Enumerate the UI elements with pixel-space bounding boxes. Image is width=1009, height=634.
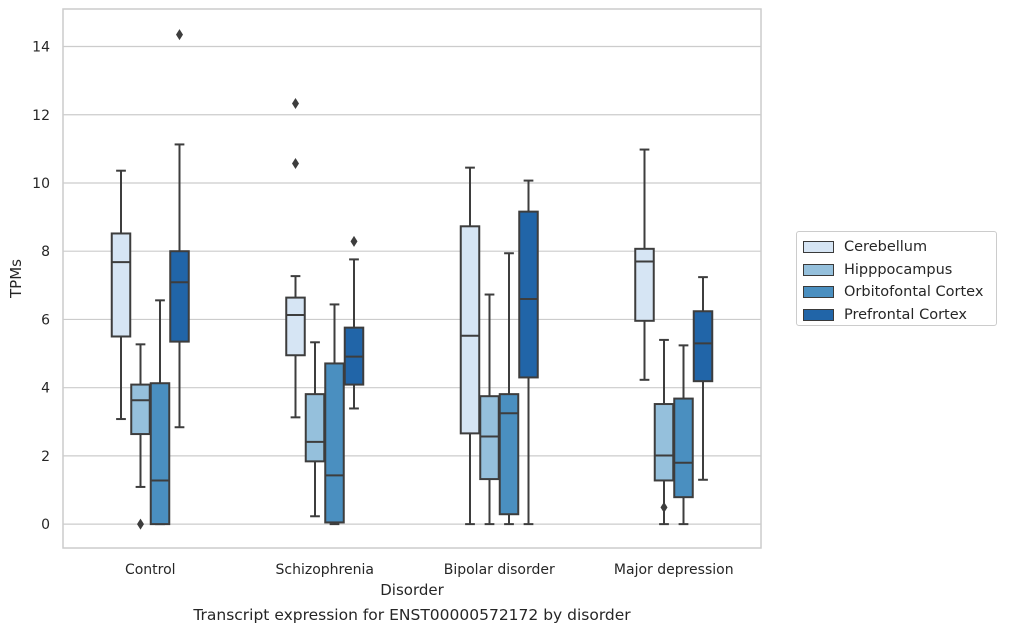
- box-body: [285, 296, 306, 357]
- legend-item: Cerebellum: [803, 236, 996, 259]
- box-cerebellum: [459, 166, 481, 526]
- x-tick-label: Schizophrenia: [276, 562, 374, 578]
- outlier-point: [350, 235, 358, 247]
- y-tick-label: 8: [41, 244, 50, 260]
- box-body: [149, 382, 171, 526]
- box-body: [479, 395, 500, 481]
- x-tick-label: Major depression: [614, 562, 734, 578]
- box-prefrontal-cortex: [343, 235, 365, 410]
- box-body: [498, 393, 520, 516]
- outlier-point: [137, 518, 144, 530]
- legend-item: Orbitofontal Cortex: [803, 281, 996, 304]
- legend-swatch: [803, 286, 834, 299]
- y-tick-label: 6: [41, 312, 50, 328]
- box-cerebellum: [110, 169, 132, 421]
- box-body: [459, 225, 481, 435]
- box-orbitofontal-cortex: [498, 252, 520, 526]
- legend-label: Orbitofontal Cortex: [844, 284, 984, 301]
- box-hipppocampus: [130, 343, 151, 530]
- y-tick-label: 12: [32, 108, 50, 124]
- legend-item: Prefrontal Cortex: [803, 304, 996, 327]
- box-hipppocampus: [304, 341, 326, 518]
- box-body: [110, 232, 132, 338]
- x-tick-label: Control: [125, 562, 176, 578]
- y-tick-label: 0: [41, 517, 50, 533]
- legend-swatch: [803, 241, 834, 254]
- legend-swatch: [803, 263, 834, 276]
- box-hipppocampus: [479, 293, 500, 526]
- box-body: [324, 362, 345, 524]
- legend-label: Prefrontal Cortex: [844, 306, 967, 323]
- legend-label: Hipppocampus: [844, 261, 953, 278]
- x-tick-label: Bipolar disorder: [444, 562, 555, 578]
- box-body: [673, 397, 694, 499]
- y-axis-ticks: 0 2 4 6 8 10 12 14: [32, 40, 50, 534]
- box-body: [653, 403, 675, 482]
- box-cerebellum: [634, 148, 655, 381]
- box-prefrontal-cortex: [169, 29, 190, 429]
- boxes: [110, 29, 714, 530]
- outlier-point: [176, 29, 183, 41]
- outlier-point: [660, 501, 668, 513]
- box-body: [130, 383, 151, 436]
- outlier-point: [292, 158, 299, 170]
- legend-item: Hipppocampus: [803, 259, 996, 282]
- box-body: [634, 247, 655, 322]
- y-tick-label: 2: [41, 449, 50, 465]
- box-prefrontal-cortex: [518, 179, 539, 526]
- box-body: [169, 250, 190, 343]
- y-tick-label: 10: [32, 176, 50, 192]
- chart-caption: Transcript expression for ENST0000057217…: [193, 606, 631, 624]
- box-hipppocampus: [653, 338, 675, 526]
- box-prefrontal-cortex: [692, 276, 714, 481]
- box-orbitofontal-cortex: [324, 303, 345, 526]
- chart-legend: Cerebellum Hipppocampus Orbitofontal Corte…: [796, 231, 997, 326]
- y-tick-label: 14: [32, 40, 50, 56]
- legend-label: Cerebellum: [844, 239, 928, 256]
- box-body: [304, 393, 326, 463]
- plot-frame: [62, 8, 762, 549]
- box-cerebellum: [285, 97, 306, 419]
- box-orbitofontal-cortex: [149, 299, 171, 526]
- y-tick-label: 4: [41, 381, 50, 397]
- y-axis-label: TPMs: [7, 259, 25, 299]
- box-body: [692, 310, 714, 383]
- x-axis-label: Disorder: [380, 581, 444, 599]
- box-orbitofontal-cortex: [673, 344, 694, 526]
- outlier-point: [292, 97, 299, 109]
- x-axis-ticks: Control Schizophrenia Bipolar disorder Majo…: [125, 562, 734, 578]
- box-body: [518, 210, 539, 379]
- legend-swatch: [803, 308, 834, 321]
